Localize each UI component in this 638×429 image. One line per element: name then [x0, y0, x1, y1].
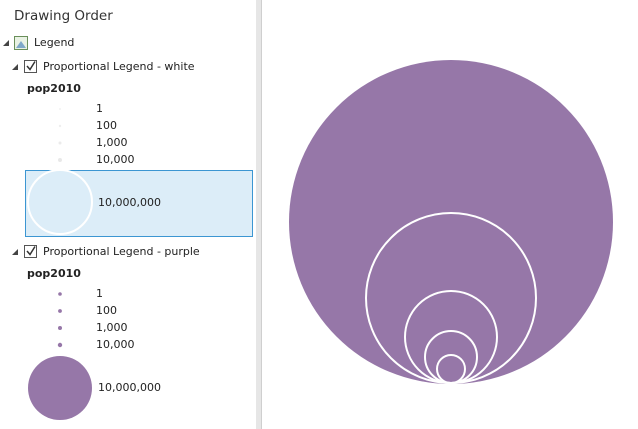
- legend-symbol: [59, 108, 61, 110]
- class-label: 10,000,000: [98, 196, 161, 209]
- selected-item[interactable]: [25, 170, 253, 237]
- map-symbol: [289, 60, 613, 384]
- legend-symbol: [28, 356, 92, 420]
- legend-symbol: [58, 326, 62, 330]
- class-label: 1,000: [96, 136, 128, 149]
- layer-label[interactable]: Proportional Legend - purple: [43, 245, 200, 258]
- class-label: 1,000: [96, 321, 128, 334]
- class-label: 1: [96, 102, 103, 115]
- map-symbol: [436, 354, 466, 384]
- tree-root-label[interactable]: Legend: [34, 36, 74, 49]
- class-label: 10,000: [96, 153, 135, 166]
- legend-symbol: [57, 342, 63, 348]
- class-label: 100: [96, 304, 117, 317]
- legend-symbol: [58, 309, 62, 313]
- legend-symbol: [58, 141, 62, 145]
- field-label: pop2010: [27, 267, 81, 280]
- pane-title: Drawing Order: [14, 8, 113, 24]
- pane-splitter[interactable]: [256, 0, 261, 429]
- legend-symbol: [58, 124, 62, 128]
- expand-arrow[interactable]: [12, 249, 18, 255]
- class-label: 1: [96, 287, 103, 300]
- class-label: 100: [96, 119, 117, 132]
- legend-symbol: [58, 292, 62, 296]
- map-icon-detail: [16, 41, 26, 48]
- class-label: 10,000,000: [98, 381, 161, 394]
- checkmark: [26, 246, 36, 256]
- legend-symbol: [58, 158, 62, 162]
- layer-label[interactable]: Proportional Legend - white: [43, 60, 195, 73]
- expand-arrow[interactable]: [12, 64, 18, 70]
- class-label: 10,000: [96, 338, 135, 351]
- checkmark: [26, 61, 36, 71]
- legend-symbol: [27, 169, 93, 235]
- field-label: pop2010: [27, 82, 81, 95]
- expand-arrow[interactable]: [3, 40, 9, 46]
